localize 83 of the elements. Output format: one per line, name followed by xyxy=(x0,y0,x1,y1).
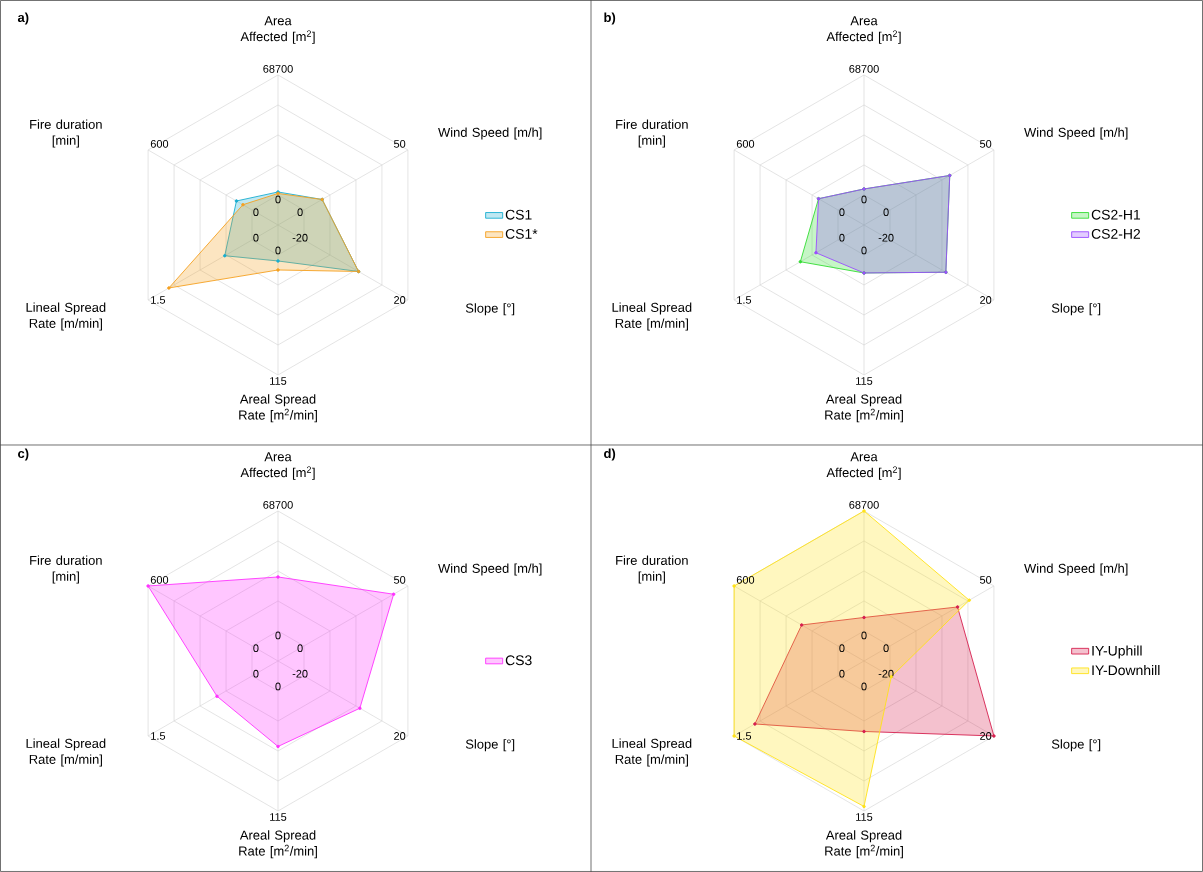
legend-label: CS1* xyxy=(505,228,538,239)
text: 600 xyxy=(150,576,169,584)
spoke-label: Fire duration [min] xyxy=(30,119,102,148)
text: 0 xyxy=(861,682,867,691)
spoke-label: Slope [°] xyxy=(1051,739,1101,752)
text: 0 xyxy=(253,233,259,242)
chart-title: a) xyxy=(17,12,29,25)
text: -20 xyxy=(878,233,894,242)
text: 68700 xyxy=(849,65,879,73)
text: 1.5 xyxy=(151,296,166,304)
spoke-label: Area Affected [m$^{2}$] xyxy=(826,452,901,480)
spoke-label: Areal Spread Rate [m$^{2}$/min] xyxy=(239,394,317,423)
text: 600 xyxy=(150,140,169,148)
text: 600 xyxy=(736,140,755,148)
legend-label: CS3 xyxy=(505,655,532,666)
spoke-label: Wind Speed [m/h] xyxy=(1024,127,1128,140)
legend-label: IY-Downhill xyxy=(1092,664,1160,676)
spoke-label: Slope [°] xyxy=(465,303,515,316)
spoke-label: Area Affected [m$^{2}$] xyxy=(240,452,315,480)
spoke-label: Fire duration [min] xyxy=(616,119,688,148)
legend-label: CS2-H2 xyxy=(1091,228,1141,239)
spoke-label: Areal Spread Rate [m$^{2}$/min] xyxy=(825,830,903,859)
spoke-label: Areal Spread Rate [m$^{2}$/min] xyxy=(825,394,903,423)
spoke-label: Area Affected [m$^{2}$] xyxy=(240,16,315,44)
text: 0 xyxy=(275,631,281,640)
text: 0 xyxy=(861,195,867,204)
text: 0 xyxy=(275,195,281,204)
spoke-label: Wind Speed [m/h] xyxy=(438,127,542,140)
text: 0 xyxy=(253,669,259,678)
text: -20 xyxy=(292,233,308,242)
text: -20 xyxy=(292,669,308,678)
text: 0 xyxy=(297,644,303,653)
text: 0 xyxy=(861,631,867,640)
spoke-label: Areal Spread Rate [m$^{2}$/min] xyxy=(239,830,317,859)
text: 50 xyxy=(393,576,406,584)
text: 600 xyxy=(736,576,755,584)
legend-label: IY-Uphill xyxy=(1092,645,1142,659)
text: 0 xyxy=(297,208,303,217)
text: 1.5 xyxy=(737,296,752,304)
chart-title: d) xyxy=(604,448,616,461)
text: 115 xyxy=(856,813,873,821)
text: 68700 xyxy=(263,501,293,509)
spoke-label: Fire duration [min] xyxy=(616,555,688,584)
text: 1.5 xyxy=(151,732,166,740)
text: 0 xyxy=(861,246,867,255)
spoke-label: Slope [°] xyxy=(1051,303,1101,316)
text: 0 xyxy=(839,644,845,653)
text: 68700 xyxy=(263,65,293,73)
text: 0 xyxy=(839,233,845,242)
legend-label: CS2-H1 xyxy=(1091,209,1141,220)
text: 0 xyxy=(253,644,259,653)
text: 0 xyxy=(253,208,259,217)
text: 50 xyxy=(979,576,992,584)
spoke-label: Slope [°] xyxy=(465,739,515,752)
text: -20 xyxy=(878,669,894,678)
spoke-label: Lineal Spread Rate [m/min] xyxy=(612,302,692,331)
spoke-label: Lineal Spread Rate [m/min] xyxy=(26,302,106,331)
spoke-label: Fire duration [min] xyxy=(30,555,102,584)
spoke-label: Lineal Spread Rate [m/min] xyxy=(612,738,692,767)
text: 0 xyxy=(839,669,845,678)
text: 50 xyxy=(979,140,992,148)
legend-label: CS1 xyxy=(505,209,532,220)
text: 20 xyxy=(980,296,992,304)
text: 1.5 xyxy=(737,732,752,740)
text: 20 xyxy=(394,732,406,740)
spoke-label: Area Affected [m$^{2}$] xyxy=(826,16,901,44)
text: 115 xyxy=(270,813,287,821)
spoke-label: Wind Speed [m/h] xyxy=(1024,563,1128,576)
spoke-label: Lineal Spread Rate [m/min] xyxy=(26,738,106,767)
spoke-label: Wind Speed [m/h] xyxy=(438,563,542,576)
text: 115 xyxy=(270,377,287,385)
text: 0 xyxy=(883,644,889,653)
text: 115 xyxy=(856,377,873,385)
text: 20 xyxy=(394,296,406,304)
text: 68700 xyxy=(849,501,879,509)
chart-title: b) xyxy=(604,12,616,25)
text: 50 xyxy=(393,140,406,148)
chart-title: c) xyxy=(18,448,29,461)
text: 0 xyxy=(883,208,889,217)
text: 0 xyxy=(839,208,845,217)
text: 20 xyxy=(980,732,992,740)
text: 0 xyxy=(275,682,281,691)
text: 0 xyxy=(275,246,281,255)
